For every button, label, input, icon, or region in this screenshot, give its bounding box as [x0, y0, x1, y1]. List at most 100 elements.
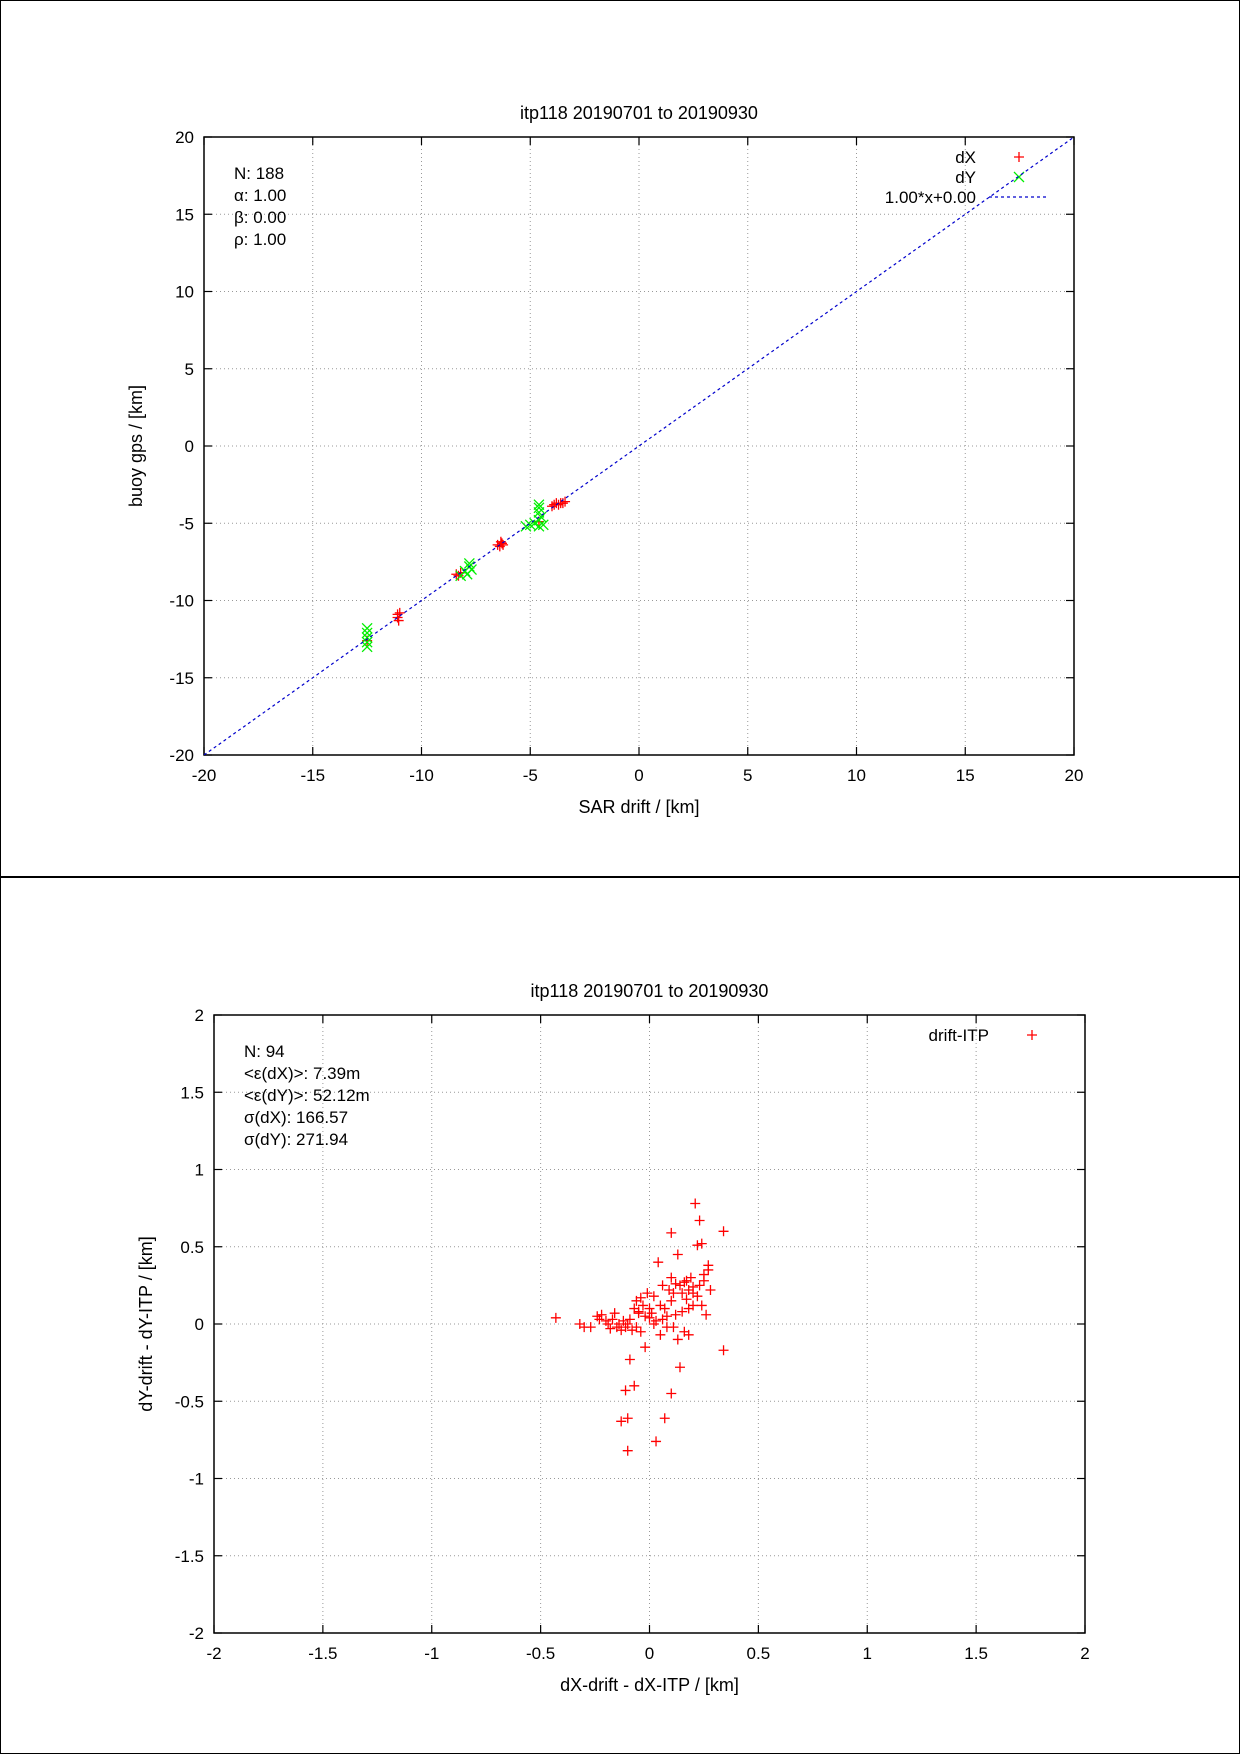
- data-point: [361, 641, 373, 653]
- x-tick-label: 10: [847, 766, 866, 785]
- data-point: [361, 636, 373, 648]
- x-tick-label: 15: [956, 766, 975, 785]
- data-point: [653, 1257, 664, 1268]
- data-point: [466, 564, 477, 576]
- data-point: [393, 615, 404, 626]
- x-tick-label: 1: [863, 1644, 872, 1663]
- x-tick-label: 0: [634, 766, 643, 785]
- scatter-chart-drift-difference: -2 -1.5 -1 -0.5 0 0.5 1 1.5 2 -2 -1.5 -1 -0.5 0 0.5 1 1.…: [136, 981, 1090, 1695]
- x-tick-label: -1: [424, 1644, 439, 1663]
- data-point: [679, 1277, 690, 1288]
- x-axis-label: dX-drift - dX-ITP / [km]: [560, 1675, 739, 1695]
- data-point: [622, 1445, 633, 1456]
- data-point: [609, 1308, 620, 1319]
- x-tick-label: 1.5: [964, 1644, 988, 1663]
- data-point: [640, 1311, 651, 1322]
- stats-line: <ε(dX)>: 7.39m: [244, 1064, 360, 1083]
- data-point: [696, 1238, 707, 1249]
- data-point: [666, 1227, 677, 1238]
- x-tick-label: 0: [645, 1644, 654, 1663]
- data-point: [659, 1413, 670, 1424]
- data-point: [629, 1380, 640, 1391]
- y-tick-label: -10: [169, 592, 194, 611]
- stats-line: ρ: 1.00: [234, 230, 286, 249]
- data-point: [655, 1300, 666, 1311]
- y-axis-label: dY-drift - dY-ITP / [km]: [136, 1236, 156, 1411]
- x-tick-label: -0.5: [526, 1644, 555, 1663]
- data-point: [616, 1416, 627, 1427]
- data-point: [701, 1309, 712, 1320]
- data-point: [496, 538, 507, 549]
- data-point: [637, 1300, 648, 1311]
- data-point: [596, 1309, 607, 1320]
- y-tick-label: 15: [175, 205, 194, 224]
- x-tick-label: -1.5: [308, 1644, 337, 1663]
- data-point: [657, 1314, 668, 1325]
- y-tick-label: 10: [175, 283, 194, 302]
- data-point: [361, 622, 373, 634]
- x-tick-label: -15: [300, 766, 325, 785]
- legend-label: drift-ITP: [929, 1026, 989, 1045]
- data-point: [585, 1322, 596, 1333]
- data-point: [677, 1288, 688, 1299]
- data-point: [668, 1322, 679, 1333]
- data-point: [655, 1329, 666, 1340]
- top-chart-panel: -20 -15 -10 -5 0 5 10 15 20 -20 -15 -10 -5 0 5 10 15 20 it…: [0, 0, 1240, 878]
- y-tick-label: -20: [169, 746, 194, 765]
- chart-title: itp118 20190701 to 20190930: [520, 103, 758, 123]
- x-axis-label: SAR drift / [km]: [578, 797, 699, 817]
- data-point: [690, 1198, 701, 1209]
- data-point: [692, 1240, 703, 1251]
- x-tick-label: -20: [192, 766, 217, 785]
- data-point: [666, 1388, 677, 1399]
- data-point: [607, 1314, 618, 1325]
- chart-title: itp118 20190701 to 20190930: [531, 981, 769, 1001]
- data-point: [594, 1314, 605, 1325]
- plot-frame: [203, 136, 1075, 756]
- data-point: [718, 1226, 729, 1237]
- stats-line: α: 1.00: [234, 186, 286, 205]
- data-point: [605, 1323, 616, 1334]
- data-point: [674, 1362, 685, 1373]
- bottom-chart-panel: -2 -1.5 -1 -0.5 0 0.5 1 1.5 2 -2 -1.5 -1 -0.5 0 0.5 1 1.…: [0, 877, 1240, 1754]
- x-tick-label: 2: [1080, 1644, 1089, 1663]
- y-tick-label: 5: [185, 360, 194, 379]
- data-point: [533, 499, 545, 511]
- data-point: [648, 1291, 659, 1302]
- y-tick-label: -0.5: [175, 1392, 204, 1411]
- data-point: [694, 1280, 705, 1291]
- data-point: [537, 519, 549, 531]
- plot-frame: [213, 1014, 1086, 1634]
- data-point: [644, 1303, 655, 1314]
- stats-line: σ(dY): 271.94: [244, 1130, 348, 1149]
- legend-label: dY: [955, 168, 976, 187]
- data-point: [547, 501, 557, 512]
- y-tick-label: -1: [189, 1470, 204, 1489]
- y-axis-label: buoy gps / [km]: [126, 385, 146, 507]
- data-point: [622, 1319, 633, 1329]
- data-point: [694, 1215, 705, 1226]
- data-point: [670, 1278, 681, 1289]
- data-point: [672, 1249, 683, 1260]
- data-point: [642, 1288, 653, 1299]
- y-tick-label: 0.5: [180, 1238, 204, 1257]
- data-point: [635, 1292, 646, 1303]
- data-point: [657, 1280, 668, 1291]
- data-point: [463, 557, 475, 569]
- x-tick-label: -10: [409, 766, 434, 785]
- data-point: [631, 1322, 642, 1333]
- data-point: [622, 1413, 633, 1424]
- data-point: [703, 1260, 714, 1271]
- x-tick-label: -5: [523, 766, 538, 785]
- data-point: [696, 1300, 707, 1311]
- data-point: [651, 1315, 662, 1326]
- stats-line: N: 94: [244, 1042, 285, 1061]
- data-point: [644, 1312, 655, 1323]
- legend-label: 1.00*x+0.00: [885, 188, 976, 207]
- data-point: [668, 1288, 679, 1299]
- data-point: [672, 1334, 683, 1345]
- data-point: [533, 502, 545, 514]
- data-point: [620, 1385, 631, 1396]
- x-tick-label: -2: [206, 1644, 221, 1663]
- data-point: [633, 1308, 644, 1319]
